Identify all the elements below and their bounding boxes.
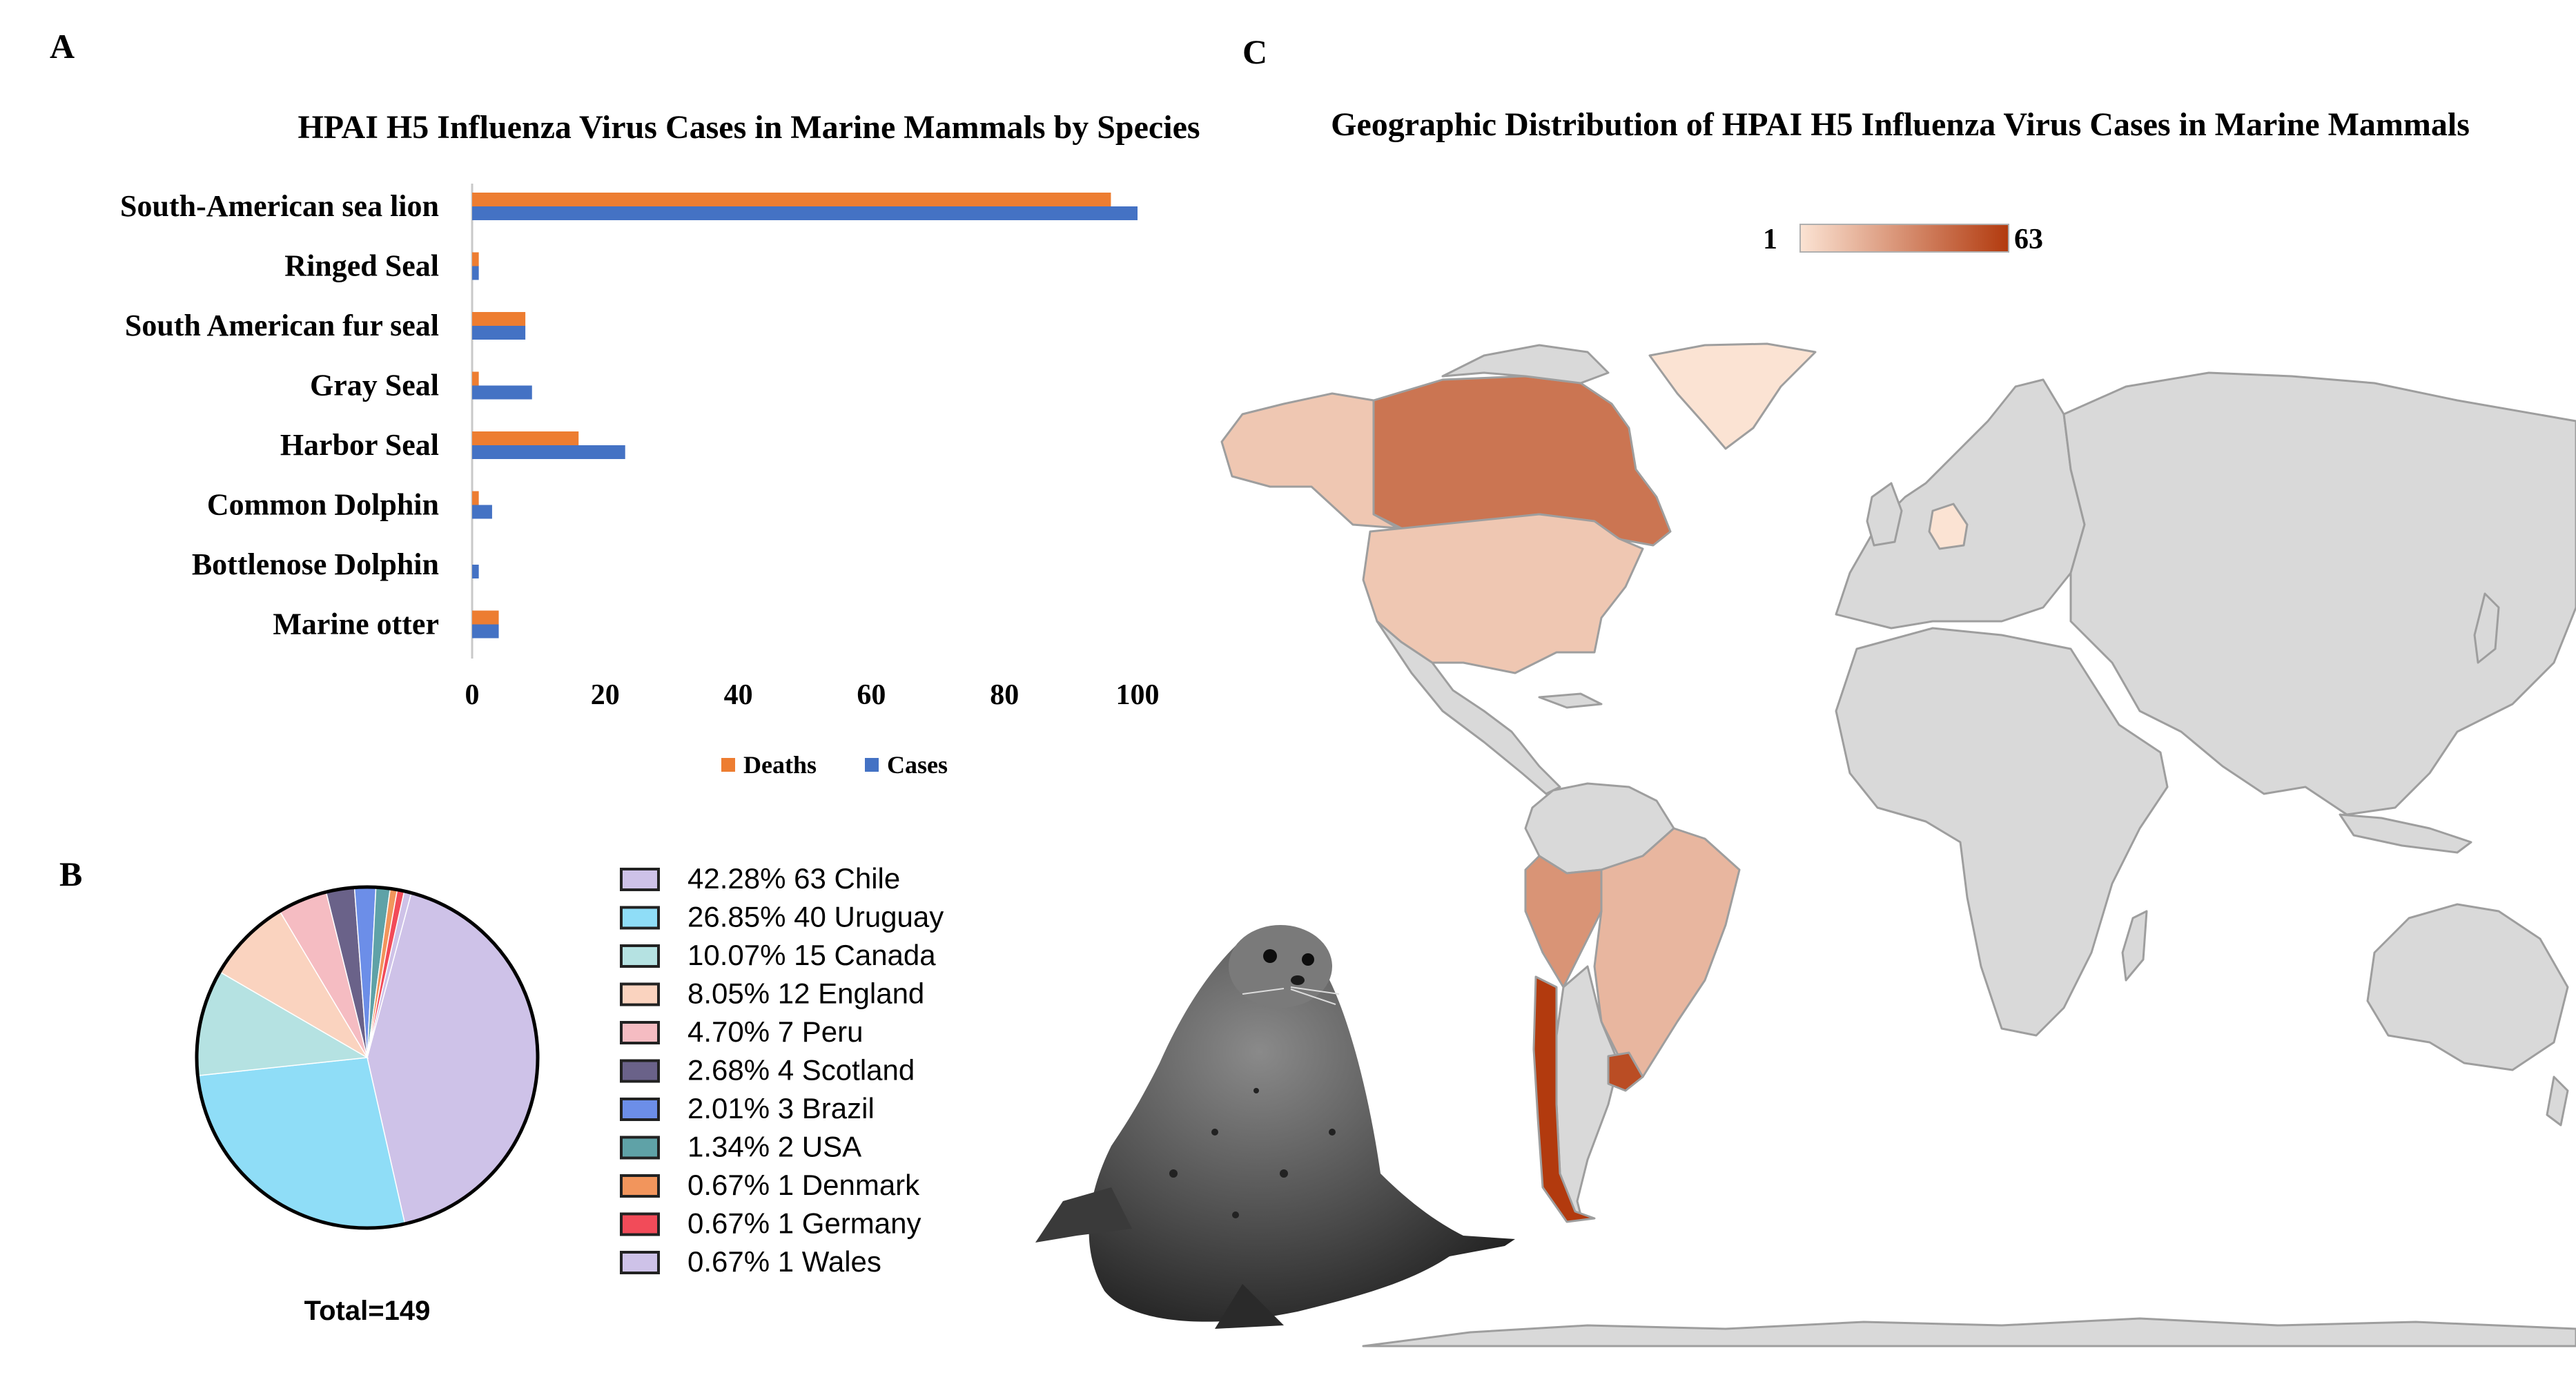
bar-category-label: South-American sea lion	[120, 189, 439, 223]
map-region-arctic-islands	[1441, 344, 1610, 384]
bar-deaths-ringed-seal	[472, 252, 479, 266]
bar-cases-bottlenose-dolphin	[472, 565, 479, 578]
bar-deaths-marine-otter	[472, 610, 499, 625]
bar-x-tick-label: 20	[591, 679, 620, 711]
pie-legend-swatch-scotland	[620, 1059, 660, 1083]
bar-deaths-gray-seal	[472, 371, 479, 386]
bar-x-tick-label: 40	[724, 679, 753, 711]
map-region-germany	[1928, 503, 1969, 550]
map-title: Geographic Distribution of HPAI H5 Influ…	[1331, 106, 2470, 143]
seal-illustration	[1035, 925, 1515, 1329]
pie-legend-swatch-wales	[620, 1251, 660, 1274]
map-region-africa	[1835, 627, 2169, 1037]
map-region-indonesia	[2339, 813, 2472, 854]
bar-chart-title: HPAI H5 Influenza Virus Cases in Marine …	[297, 109, 1200, 146]
bar-cases-south-american-fur-seal	[472, 326, 526, 340]
bar-deaths-common-dolphin	[472, 491, 479, 505]
pie-legend-swatch-canada	[620, 944, 660, 968]
pie-chart: Total=149 42.28% 63 Chile 26.85% 40 Urugu…	[195, 862, 944, 1326]
bar-category-label: Harbor Seal	[280, 428, 439, 462]
pie-legend-swatch-chile	[620, 868, 660, 891]
map-region-asia	[2062, 371, 2576, 816]
bar-deaths-south-american-fur-seal	[472, 312, 526, 326]
pie-legend-label-uruguay: 26.85% 40 Uruguay	[687, 901, 944, 933]
pie-legend-swatch-peru	[620, 1021, 660, 1044]
pie-legend-label-usa: 1.34% 2 USA	[687, 1131, 861, 1163]
pie-legend-swatch-england	[620, 982, 660, 1006]
map-region-uruguay	[1607, 1051, 1644, 1092]
map-region-great-britain	[1866, 482, 1903, 547]
pie-legend-label-peru: 4.70% 7 Peru	[687, 1015, 863, 1048]
map-region-new-zealand	[2546, 1075, 2569, 1127]
map-scale-min-label: 1	[1763, 224, 1777, 255]
map-region-europe	[1835, 378, 2086, 630]
map-region-australia	[2366, 903, 2569, 1071]
bar-category-label: Bottlenose Dolphin	[192, 547, 439, 581]
choropleth-map: Geographic Distribution of HPAI H5 Influ…	[1220, 106, 2576, 1347]
map-color-scale	[1799, 224, 2009, 253]
bar-deaths-harbor-seal	[472, 431, 579, 445]
pie-legend-swatch-germany	[620, 1212, 660, 1236]
bar-cases-ringed-seal	[472, 266, 479, 280]
pie-outline	[195, 885, 540, 1230]
bar-x-tick-label: 60	[857, 679, 886, 711]
map-region-caribbean	[1538, 692, 1603, 709]
pie-legend-swatch-uruguay	[620, 906, 660, 930]
pie-legend-label-scotland: 2.68% 4 Scotland	[687, 1054, 915, 1087]
bar-deaths-south-american-sea-lion	[472, 193, 1111, 206]
bar-x-tick-label: 80	[990, 679, 1019, 711]
map-region-alaska	[1220, 392, 1399, 529]
pie-legend-swatch-usa	[620, 1136, 660, 1160]
bar-x-tick-label: 0	[465, 679, 480, 711]
pie-legend-label-canada: 10.07% 15 Canada	[687, 939, 936, 971]
bar-category-label: Gray Seal	[310, 369, 439, 402]
map-region-greenland	[1648, 342, 1817, 450]
pie-legend-swatch-denmark	[620, 1174, 660, 1198]
bar-legend-swatch-deaths	[721, 758, 735, 772]
bar-cases-harbor-seal	[472, 445, 625, 459]
pie-legend-label-chile: 42.28% 63 Chile	[687, 862, 900, 895]
pie-legend-label-germany: 0.67% 1 Germany	[687, 1207, 921, 1240]
bar-cases-common-dolphin	[472, 505, 492, 519]
bar-legend-label-cases: Cases	[887, 751, 948, 779]
panel-letter-a: A	[50, 27, 75, 66]
pie-legend-label-england: 8.05% 12 England	[687, 977, 924, 1010]
pie-legend-label-wales: 0.67% 1 Wales	[687, 1245, 881, 1278]
bar-x-tick-label: 100	[1116, 679, 1160, 711]
bar-legend-label-deaths: Deaths	[743, 751, 817, 779]
bar-category-label: Ringed Seal	[284, 249, 439, 283]
bar-category-label: Common Dolphin	[207, 488, 439, 522]
map-region-antarctica	[1362, 1317, 2576, 1347]
pie-total-label: Total=149	[304, 1296, 431, 1326]
bar-cases-marine-otter	[472, 624, 499, 639]
map-region-chile	[1532, 975, 1596, 1223]
map-scale-max-label: 63	[2014, 224, 2043, 255]
map-region-japan	[2473, 592, 2500, 664]
map-region-peru	[1524, 855, 1603, 989]
map-region-mexico-central-america	[1376, 620, 1561, 795]
bar-cases-gray-seal	[472, 385, 532, 400]
pie-legend-label-brazil: 2.01% 3 Brazil	[687, 1092, 875, 1124]
pie-legend-label-denmark: 0.67% 1 Denmark	[687, 1169, 920, 1201]
pie-legend-swatch-brazil	[620, 1098, 660, 1121]
map-region-brazil	[1593, 827, 1741, 1078]
panel-letter-c: C	[1242, 32, 1267, 71]
bar-category-label: South American fur seal	[125, 309, 439, 342]
bar-chart: HPAI H5 Influenza Virus Cases in Marine …	[120, 109, 1200, 779]
map-region-madagascar	[2121, 910, 2148, 982]
bar-category-label: Marine otter	[273, 607, 439, 641]
panel-letter-b: B	[59, 855, 82, 893]
bar-legend-swatch-cases	[865, 758, 879, 772]
bar-cases-south-american-sea-lion	[472, 206, 1138, 220]
